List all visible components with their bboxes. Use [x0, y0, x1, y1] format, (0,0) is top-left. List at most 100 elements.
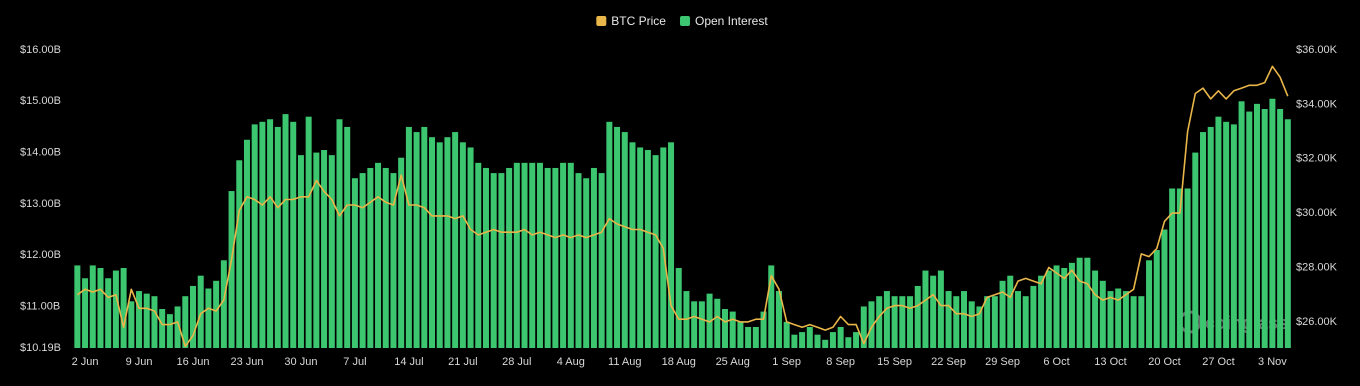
bar	[899, 296, 906, 348]
bar	[490, 173, 497, 348]
bar	[1169, 188, 1176, 348]
bar	[891, 296, 898, 348]
bar	[1246, 111, 1253, 348]
x-tick-label: 9 Jun	[126, 356, 153, 368]
bar	[190, 285, 197, 348]
bar	[737, 321, 744, 348]
bar	[1053, 265, 1060, 348]
bar	[390, 173, 397, 348]
bar	[498, 173, 505, 348]
bar	[999, 280, 1006, 348]
bar	[1068, 262, 1075, 348]
bar	[529, 162, 536, 348]
bar	[937, 270, 944, 348]
bar	[544, 167, 551, 348]
bar	[97, 267, 104, 348]
x-tick-label: 4 Aug	[557, 356, 585, 368]
bar	[1122, 291, 1129, 348]
bar	[984, 296, 991, 348]
bar	[236, 160, 243, 348]
bar	[513, 162, 520, 348]
y-tick-label: $10.19B	[20, 342, 61, 354]
bar	[274, 126, 281, 349]
bar	[822, 339, 829, 348]
bar	[1161, 229, 1168, 348]
bar	[1038, 275, 1045, 348]
y-tick-label: $15.00B	[20, 95, 61, 107]
bar	[1253, 103, 1260, 348]
bar	[768, 265, 775, 348]
bar	[321, 150, 328, 348]
bar	[413, 132, 420, 348]
bar	[1030, 285, 1037, 348]
y2-tick-label: $30.00K	[1296, 207, 1338, 219]
bar	[328, 155, 335, 348]
bar	[845, 337, 852, 348]
bar	[290, 121, 297, 349]
bar	[89, 265, 96, 348]
bar	[868, 301, 875, 348]
bars	[74, 98, 1291, 349]
bar	[112, 270, 119, 348]
bar	[405, 126, 412, 349]
y2-tick-label: $36.00K	[1296, 44, 1338, 56]
x-tick-label: 6 Oct	[1043, 356, 1069, 368]
bar	[452, 132, 459, 348]
bar	[105, 278, 112, 348]
bar	[459, 142, 466, 348]
bar	[228, 191, 235, 348]
bar	[1084, 257, 1091, 348]
bar	[421, 126, 428, 349]
bar	[213, 280, 220, 348]
bar	[1200, 132, 1207, 348]
bar	[344, 126, 351, 349]
x-tick-label: 8 Sep	[826, 356, 855, 368]
bar	[930, 275, 937, 348]
bar	[714, 298, 721, 348]
bar	[521, 162, 528, 348]
bar	[259, 121, 266, 349]
bar	[1176, 188, 1183, 348]
bar	[814, 334, 821, 348]
y2-tick-label: $28.00K	[1296, 261, 1338, 273]
bar	[482, 167, 489, 348]
bar	[614, 126, 621, 349]
bar	[552, 167, 559, 348]
x-tick-label: 18 Aug	[662, 356, 696, 368]
bar	[799, 332, 806, 348]
bar	[783, 321, 790, 348]
bar	[637, 147, 644, 348]
bar	[621, 132, 628, 348]
bar	[282, 114, 289, 349]
bar	[359, 173, 366, 348]
x-tick-label: 7 Jul	[343, 356, 366, 368]
bar	[1115, 288, 1122, 348]
bar	[351, 178, 358, 348]
bar	[1061, 267, 1068, 348]
x-tick-label: 25 Aug	[716, 356, 750, 368]
bar	[506, 167, 513, 348]
bar	[698, 301, 705, 348]
bar	[760, 311, 767, 348]
bar	[575, 173, 582, 348]
x-tick-label: 14 Jul	[394, 356, 423, 368]
bar	[668, 142, 675, 348]
bar	[644, 150, 651, 348]
x-tick-label: 27 Oct	[1202, 356, 1234, 368]
bar	[475, 162, 482, 348]
bar	[128, 301, 135, 348]
bar	[598, 173, 605, 348]
y-tick-label: $14.00B	[20, 146, 61, 158]
bar	[567, 162, 574, 348]
bar	[1192, 152, 1199, 348]
bar	[1107, 291, 1114, 348]
bar	[174, 306, 181, 348]
x-tick-label: 21 Jul	[448, 356, 477, 368]
bar	[606, 121, 613, 349]
legend-label: Open Interest	[695, 14, 768, 28]
x-tick-label: 3 Nov	[1258, 356, 1287, 368]
bar	[166, 314, 173, 348]
bar	[1261, 108, 1268, 348]
bar	[1269, 98, 1276, 348]
bar	[220, 260, 227, 348]
